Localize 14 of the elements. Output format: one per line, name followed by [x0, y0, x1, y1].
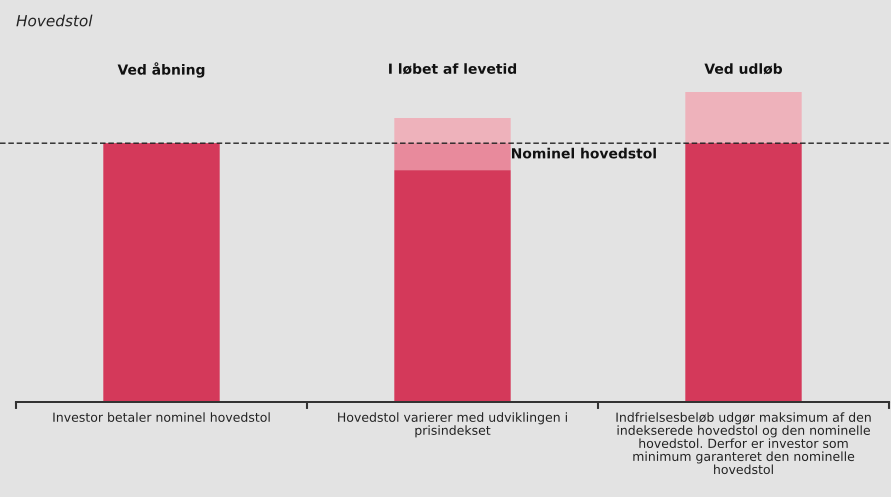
text: Ved åbning [118, 62, 204, 78]
chart-title: Hovedstol [16, 14, 92, 26]
text: Ved udløb [704, 63, 782, 74]
bar [394, 143, 511, 170]
bar [685, 92, 802, 144]
bar [103, 143, 220, 402]
bar [394, 118, 511, 144]
ref-line-label: Nominel hovedstol [512, 148, 656, 159]
bar [685, 143, 802, 402]
bar [394, 170, 511, 402]
x-tick-label: Investor betaler nominel hovedstol [53, 412, 270, 422]
x-tick-label: Hovedstol varierer med udviklingen i prisindekset [338, 412, 567, 438]
text: I løbet af levetid [389, 63, 516, 74]
x-tick-label: Indfrielsesbeløb udgør maksimum af den indekserede hovedstol og den nominelle hovedstol. Derfor er investor som minimum garanteret den nominelle hovedstol [616, 412, 871, 474]
